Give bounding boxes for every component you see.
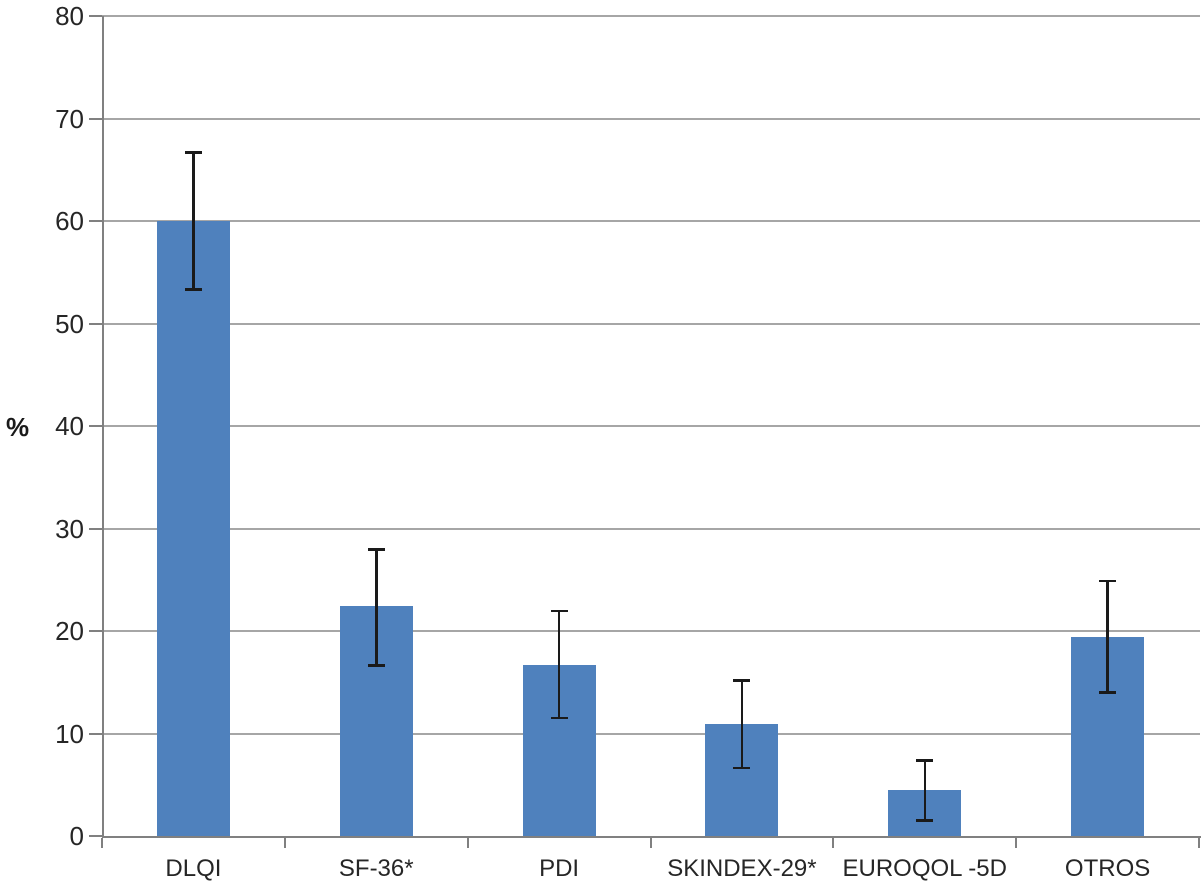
x-category-label-dlqi: DLQI: [165, 855, 222, 882]
y-tick-label-70: 70: [55, 103, 84, 134]
y-tick-30: [89, 527, 102, 530]
error-bar-cap-bottom-otros: [1099, 691, 1117, 694]
y-tick-label-50: 50: [55, 308, 84, 339]
gridline-50: [102, 322, 1200, 325]
y-tick-label-30: 30: [55, 513, 84, 544]
y-tick-50: [89, 322, 102, 325]
y-tick-label-40: 40: [55, 411, 84, 441]
x-tick-2: [466, 838, 469, 848]
x-category-label-euroqol-5d: EUROQOL -5D: [842, 855, 1007, 882]
x-tick-5: [1015, 838, 1018, 848]
x-tick-4: [832, 838, 835, 848]
error-bar-cap-top-euroqol-5d: [916, 759, 934, 762]
error-bar-cap-top-otros: [1099, 579, 1117, 583]
y-tick-70: [89, 117, 102, 120]
x-category-label-otros: OTROS: [1064, 855, 1151, 882]
error-bar-cap-bottom-sf-36: [367, 664, 385, 667]
y-tick-label-60: 60: [55, 206, 84, 236]
error-bar-cap-top-skindex-29: [733, 679, 751, 682]
y-tick-0: [89, 835, 102, 837]
error-bar-cap-bottom-pdi: [550, 716, 568, 720]
gridline-60: [102, 220, 1200, 222]
y-tick-40: [89, 425, 102, 427]
error-bar-cap-top-dlqi: [184, 151, 202, 154]
x-category-label-skindex-29: SKINDEX-29*: [667, 855, 817, 882]
gridline-40: [102, 425, 1200, 427]
y-tick-label-0: 0: [69, 821, 84, 851]
y-tick-20: [89, 630, 102, 632]
gridline-30: [102, 527, 1200, 530]
gridline-20: [102, 630, 1200, 632]
y-axis-label: %: [6, 412, 30, 442]
error-bar-cap-bottom-skindex-29: [733, 766, 751, 770]
y-tick-10: [89, 732, 102, 735]
error-bar-line-dlqi: [192, 152, 195, 290]
y-tick-label-10: 10: [55, 718, 84, 749]
error-bar-line-skindex-29: [740, 680, 744, 769]
x-tick-1: [283, 838, 286, 848]
error-bar-line-sf-36: [375, 549, 378, 666]
gridline-10: [102, 732, 1200, 735]
y-tick-80: [89, 15, 102, 17]
y-axis-line: [102, 16, 104, 838]
y-tick-label-20: 20: [55, 616, 84, 646]
x-axis-line: [102, 836, 1201, 838]
gridline-70: [102, 117, 1200, 120]
x-category-label-pdi: PDI: [539, 855, 580, 882]
bar-dlqi: [156, 221, 230, 836]
error-bar-line-pdi: [557, 610, 561, 719]
x-tick-3: [649, 838, 652, 848]
gridline-80: [102, 15, 1200, 17]
y-tick-60: [89, 220, 102, 222]
error-bar-cap-top-pdi: [550, 609, 568, 612]
x-tick-0: [101, 838, 103, 848]
x-tick-6: [1198, 838, 1200, 848]
x-category-label-sf-36: SF-36*: [338, 855, 414, 882]
error-bar-line-otros: [1106, 580, 1109, 693]
error-bar-cap-top-sf-36: [367, 548, 385, 551]
error-bar-cap-bottom-euroqol-5d: [916, 819, 934, 822]
error-bar-cap-bottom-dlqi: [184, 288, 202, 291]
y-tick-label-80: 80: [55, 1, 84, 31]
error-bar-line-euroqol-5d: [923, 760, 926, 821]
